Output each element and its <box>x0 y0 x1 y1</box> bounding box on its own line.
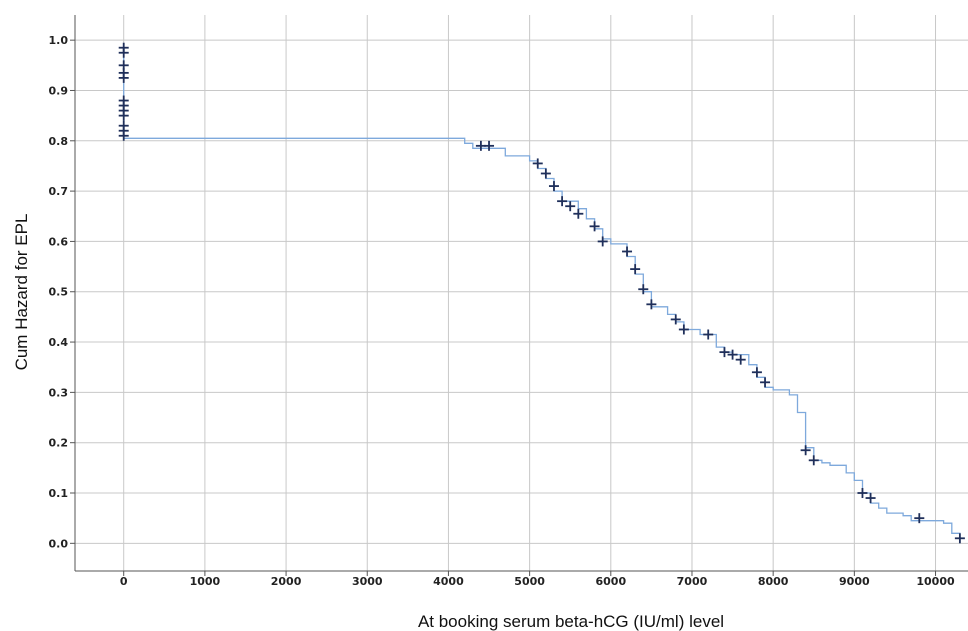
x-tick-label: 1000 <box>190 575 221 588</box>
censored-marker <box>589 221 600 232</box>
censored-marker <box>638 284 649 295</box>
y-tick-label: 0.1 <box>49 487 69 500</box>
censored-marker <box>646 299 657 310</box>
hazard-step-line <box>123 47 961 544</box>
grid <box>75 15 968 571</box>
censored-marker <box>630 264 641 275</box>
x-tick-label: 5000 <box>514 575 545 588</box>
censored-marker <box>548 181 559 192</box>
censored-marker <box>719 347 730 358</box>
y-tick-label: 0.2 <box>49 437 69 450</box>
x-tick-label: 10000 <box>916 575 955 588</box>
censored-marker <box>914 513 925 524</box>
y-tick-label: 1.0 <box>49 34 69 47</box>
y-axis-title: Cum Hazard for EPL <box>12 214 31 371</box>
censored-marker <box>670 314 681 325</box>
censored-marker <box>532 158 543 169</box>
y-tick-label: 0.0 <box>49 537 69 550</box>
x-axis-title: At booking serum beta-hCG (IU/ml) level <box>418 612 724 631</box>
y-tick-label: 0.9 <box>49 84 69 97</box>
censored-marker <box>118 110 129 121</box>
y-tick-label: 0.6 <box>49 235 69 248</box>
hazard-step-path <box>123 47 961 544</box>
censored-marker <box>751 367 762 378</box>
censored-marker <box>808 455 819 466</box>
censored-marker <box>703 329 714 340</box>
x-tick-label: 8000 <box>758 575 789 588</box>
x-tick-label: 4000 <box>433 575 464 588</box>
y-tick-labels: 0.0 0.1 0.2 0.3 0.4 0.5 0.6 0.7 0.8 0.9 1.0 <box>49 34 69 550</box>
y-tick-label: 0.3 <box>49 386 69 399</box>
y-tick-label: 0.5 <box>49 286 69 299</box>
censored-marker <box>760 377 771 388</box>
censored-marker <box>557 196 568 207</box>
y-tick-label: 0.8 <box>49 135 69 148</box>
censored-marker <box>622 246 633 257</box>
censored-marker <box>954 533 965 544</box>
censored-marker <box>540 168 551 179</box>
x-tick-label: 6000 <box>595 575 626 588</box>
x-tick-label: 0 <box>120 575 128 588</box>
x-tick-labels: 0 1000 2000 3000 4000 5000 6000 7000 8000 9000 100… <box>120 575 955 588</box>
censored-markers <box>118 42 965 544</box>
x-tick-label: 3000 <box>352 575 383 588</box>
censored-marker <box>118 47 129 58</box>
censored-marker <box>118 72 129 83</box>
censored-marker <box>865 493 876 504</box>
censored-marker <box>118 130 129 141</box>
censored-marker <box>565 201 576 212</box>
censored-marker <box>857 488 868 499</box>
censored-marker <box>573 208 584 219</box>
axes <box>70 15 968 576</box>
y-tick-label: 0.7 <box>49 185 69 198</box>
y-tick-label: 0.4 <box>49 336 69 349</box>
censored-marker <box>800 445 811 456</box>
censored-marker <box>735 354 746 365</box>
censored-marker <box>484 140 495 151</box>
censored-marker <box>597 236 608 247</box>
x-tick-label: 7000 <box>677 575 708 588</box>
censored-marker <box>727 349 738 360</box>
x-tick-label: 9000 <box>839 575 870 588</box>
censored-marker <box>678 324 689 335</box>
x-tick-label: 2000 <box>271 575 302 588</box>
